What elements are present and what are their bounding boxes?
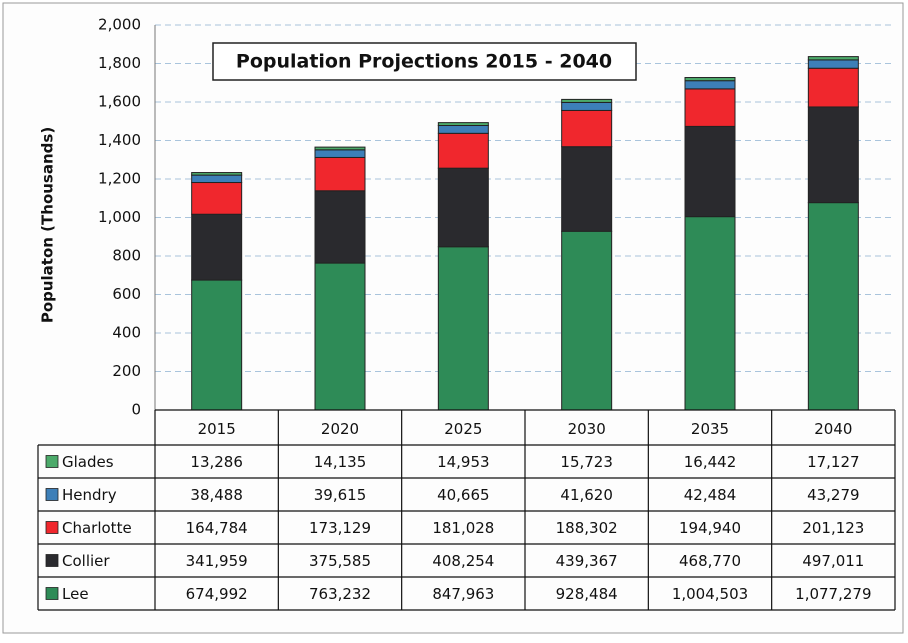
table-cell: 41,620 [560,486,613,504]
legend-label: Collier [62,552,110,570]
table-cell: 40,665 [437,486,490,504]
bar-segment [807,56,859,61]
legend-swatch [45,521,59,534]
table-cell: 188,302 [556,519,618,537]
table-cell: 38,488 [190,486,243,504]
x-tick-label: 2030 [568,420,606,438]
table-cell: 439,367 [556,552,618,570]
table-cell: 17,127 [807,453,860,471]
y-tick-label: 0 [131,401,141,419]
y-tick-label: 600 [112,285,141,303]
table-cell: 763,232 [309,585,371,603]
table-cell: 39,615 [314,486,367,504]
y-tick-label: 800 [112,247,141,265]
table-cell: 164,784 [186,519,248,537]
bar-segment [191,174,243,184]
table-cell: 1,077,279 [795,585,871,603]
table-cell: 375,585 [309,552,371,570]
bar-segment [314,156,366,192]
table-cell: 42,484 [684,486,737,504]
bar-segment [437,122,489,127]
bar-segment [561,98,613,103]
x-tick-label: 2035 [691,420,729,438]
bar-segment [561,146,613,232]
bar-segment [684,80,736,90]
y-tick-label: 1,600 [98,93,141,111]
table-cell: 173,129 [309,519,371,537]
table-cell: 16,442 [684,453,737,471]
legend-swatch [45,554,59,567]
bar-segment [437,125,489,134]
legend-label: Lee [62,585,89,603]
table-cell: 408,254 [432,552,494,570]
table-cell: 194,940 [679,519,741,537]
bar-segment [684,216,736,411]
bar-segment [561,101,613,111]
table-cell: 497,011 [802,552,864,570]
table-cell: 13,286 [190,453,243,471]
y-tick-label: 1,400 [98,131,141,149]
bar-segment [807,202,859,411]
bar-segment [314,262,366,411]
table-cell: 1,004,503 [672,585,748,603]
bar-segment [807,106,859,204]
bar-segment [314,190,366,264]
bar-segment [437,167,489,248]
y-tick-label: 2,000 [98,16,141,34]
y-tick-label: 1,000 [98,208,141,226]
table-cell: 14,953 [437,453,490,471]
legend-swatch [45,587,59,600]
table-cell: 201,123 [802,519,864,537]
x-tick-label: 2040 [814,420,852,438]
table-cell: 674,992 [186,585,248,603]
bar-segment [314,149,366,158]
table-cell: 928,484 [556,585,618,603]
x-tick-label: 2025 [444,420,482,438]
table-cell: 181,028 [432,519,494,537]
y-tick-label: 200 [112,362,141,380]
bar-segment [437,132,489,169]
y-tick-label: 1,200 [98,170,141,188]
x-tick-label: 2020 [321,420,359,438]
bar-segment [191,279,243,411]
bar-segment [191,182,243,215]
bar-segment [684,88,736,127]
y-axis-label: Populaton (Thousands) [39,127,57,323]
y-tick-label: 1,800 [98,54,141,72]
bar-segment [807,67,859,108]
table-cell: 847,963 [432,585,494,603]
legend-label: Glades [62,453,114,471]
bar-segment [561,109,613,148]
table-cell: 468,770 [679,552,741,570]
bar-segment [314,146,366,151]
x-tick-label: 2015 [198,420,236,438]
bar-segment [807,59,859,69]
bar-segment [561,230,613,411]
table-cell: 341,959 [186,552,248,570]
legend-label: Hendry [62,486,117,504]
chart-title: Population Projections 2015 - 2040 [236,51,612,73]
bar-segment [684,125,736,218]
table-cell: 43,279 [807,486,860,504]
title-box [212,42,637,81]
bar-segment [191,172,243,176]
legend-swatch [45,455,59,468]
bar-segment [191,213,243,281]
bar-segment [684,77,736,82]
legend-swatch [45,488,59,501]
table-cell: 14,135 [314,453,367,471]
table-cell: 15,723 [560,453,613,471]
bar-segment [437,246,489,411]
y-tick-label: 400 [112,324,141,342]
legend-label: Charlotte [62,519,132,537]
